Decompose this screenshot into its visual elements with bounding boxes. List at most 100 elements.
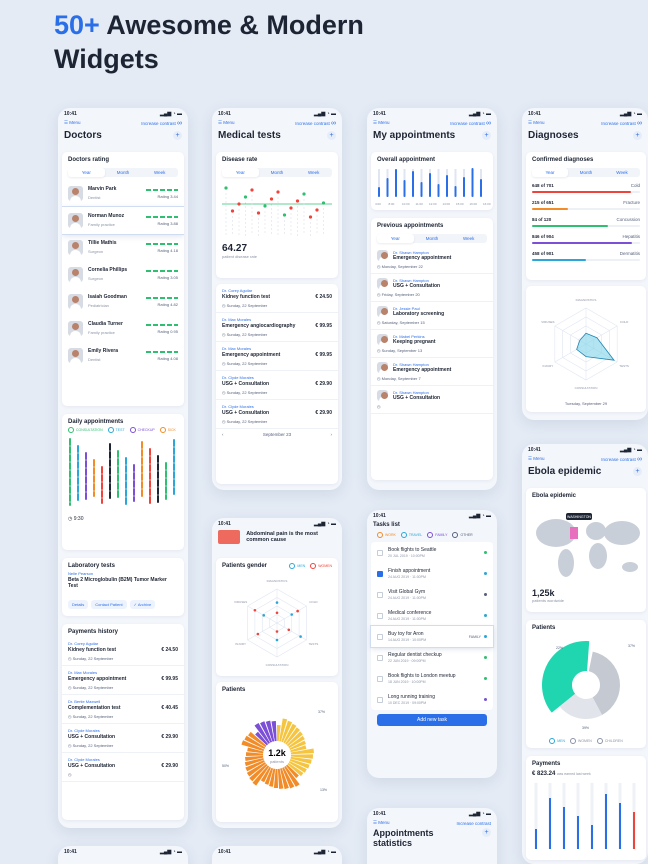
appointment-item[interactable]: Dr. Jessie Paul Laboratory screening ◷ Sat… [371, 302, 493, 330]
add-button[interactable]: + [327, 130, 336, 140]
menu-button[interactable]: ☰ Menu [218, 120, 235, 125]
task-checkbox[interactable] [377, 654, 383, 661]
diagnosis-row[interactable]: 458 of 901 Dermatitis [526, 248, 646, 265]
radar-dot [275, 611, 279, 615]
menu-button[interactable]: ☰ Menu [528, 456, 545, 461]
list-item[interactable]: Dr. Max Morales Emergency appointment € 99… [62, 666, 184, 695]
task-item[interactable]: Book flights to London meetup 18 JUN 2019… [371, 668, 493, 689]
add-button[interactable]: + [482, 828, 491, 837]
diagnosis-row[interactable]: 215 of 651 Fracture [526, 197, 646, 214]
item-amount: € 29.90 [315, 381, 332, 387]
doctor-row[interactable]: Isaiah Goodman Pediatrician Rating 4.82 [62, 288, 184, 315]
list-item[interactable]: Dr. Corey Aguilar Kidney function test € 2… [62, 637, 184, 666]
task-checkbox[interactable] [377, 612, 383, 619]
item-title: USG + Consultation [68, 763, 116, 769]
contrast-button[interactable]: Increase contrast [456, 820, 491, 826]
archive-button[interactable]: ✓ Archive [129, 600, 156, 609]
list-item[interactable]: Dr. Clyde Morales USG + Consultation € 29.… [62, 753, 184, 782]
period-week[interactable]: Week [616, 170, 628, 175]
task-item[interactable]: Book flights to Seattle 20 JUL 2019 · 10:… [371, 542, 493, 563]
prev-icon[interactable]: ‹ [222, 432, 224, 437]
task-checkbox[interactable] [377, 570, 383, 577]
period-week[interactable]: Week [307, 170, 320, 175]
add-task-button[interactable]: Add new task [377, 714, 487, 726]
top-bar: ☰ Menu Increase contrast ∞ [58, 118, 188, 128]
period-month[interactable]: Month [425, 236, 439, 241]
donut-segment [249, 763, 268, 782]
task-checkbox[interactable] [377, 549, 383, 556]
donut-segment [290, 748, 314, 755]
donut-segment [290, 745, 307, 753]
diagnosis-row[interactable]: 84 of 120 Concussion [526, 214, 646, 231]
contact-button[interactable]: Contact Patient [91, 600, 127, 609]
appointment-item[interactable]: Dr. Shawn Hampton Emergency appointment ◷ … [371, 358, 493, 386]
add-button[interactable]: + [633, 466, 642, 476]
doctor-row[interactable]: Cornelia Phillips Surgeon Rating 3.05 [62, 261, 184, 288]
period-month[interactable]: Month [579, 170, 593, 175]
page-title: Ebola epidemic [528, 465, 602, 477]
period-month[interactable]: Month [270, 170, 284, 175]
task-item[interactable]: Long running training 10 DEC 2019 · 09:00… [371, 689, 493, 710]
list-item[interactable]: Dr. Max Morales Emergency angiocardiograp… [216, 313, 338, 342]
doctor-row[interactable]: Tillie Mathis Surgeon Rating 4.18 [62, 234, 184, 261]
task-item[interactable]: Finish appointment 24 AUG 2019 · 11:00PM [371, 563, 493, 584]
avatar [68, 186, 83, 201]
contrast-button[interactable]: Increase contrast ∞ [601, 455, 642, 463]
glasses-icon: ∞ [177, 119, 182, 127]
appointment-item[interactable]: Dr. Shawn Hampton USG + Consultation ◷ [371, 386, 493, 414]
disease-dot [269, 197, 274, 201]
list-item[interactable]: Dr. Bertie Maxwell Complementation test € … [62, 695, 184, 724]
task-checkbox[interactable] [377, 633, 383, 640]
period-year[interactable]: Year [222, 168, 259, 177]
contrast-button[interactable]: Increase contrast ∞ [450, 119, 491, 127]
task-item[interactable]: Buy toy for Aron 14 AUG 2019 · 10:00PM FAM… [371, 626, 493, 647]
task-item[interactable]: Medical conference 24 AUG 2019 · 11:00PM [371, 605, 493, 626]
add-button[interactable]: + [173, 130, 182, 140]
next-icon[interactable]: › [330, 432, 333, 437]
task-checkbox[interactable] [377, 675, 383, 682]
menu-button[interactable]: ☰ Menu [373, 120, 390, 125]
period-week[interactable]: Week [153, 170, 166, 175]
contrast-button[interactable]: Increase contrast ∞ [601, 119, 642, 127]
doctor-name: Tillie Mathis [88, 240, 117, 246]
period-year[interactable]: Year [68, 168, 105, 177]
menu-button[interactable]: ☰ Menu [373, 820, 390, 825]
menu-button[interactable]: ☰ Menu [64, 120, 81, 125]
doctor-row[interactable]: Marvin Park Dentist Rating 3.44 [62, 180, 184, 207]
doctor-row[interactable]: Norman Munoz Family practice Rating 3.88 [62, 207, 184, 234]
list-item[interactable]: Dr. Corey Aguilar Kidney function test € 2… [216, 284, 338, 313]
add-button[interactable]: + [633, 130, 642, 140]
donut-segment [245, 760, 265, 772]
contrast-button[interactable]: Increase contrast ∞ [295, 119, 336, 127]
doctor-row[interactable]: Emily Rivera Dentist Rating 4.08 [62, 342, 184, 369]
radar-dot [256, 632, 260, 636]
task-item[interactable]: Visit Global Gym 24 AUG 2019 · 11:00PM [371, 584, 493, 605]
highlighted-region[interactable] [570, 527, 578, 539]
list-item[interactable]: Dr. Max Morales Emergency appointment € 99… [216, 342, 338, 371]
list-item[interactable]: Dr. Clyde Morales USG + Consultation € 29.… [62, 724, 184, 753]
period-year[interactable]: Year [377, 234, 414, 243]
contrast-button[interactable]: Increase contrast ∞ [141, 119, 182, 127]
period-month[interactable]: Month [116, 170, 130, 175]
doctor-row[interactable]: Claudia Turner Family practice Rating 0.95 [62, 315, 184, 342]
add-button[interactable]: + [482, 130, 491, 140]
disease-dot [321, 201, 326, 205]
menu-button[interactable]: ☰ Menu [528, 120, 545, 125]
list-item[interactable]: Dr. Clyde Morales USG + Consultation € 29.… [216, 400, 338, 429]
list-item[interactable]: Dr. Clyde Morales USG + Consultation € 29.… [216, 371, 338, 400]
diagnosis-row[interactable]: 846 of 904 Hepatitis [526, 231, 646, 248]
radar-label: INJURY [543, 364, 554, 368]
appointment-item[interactable]: Dr. Mabel Perkins Keeping pregnant ◷ Sunda… [371, 330, 493, 358]
task-item[interactable]: Regular dentist checkup 22 JUN 2019 · 09:… [371, 647, 493, 668]
appointment-item[interactable]: Dr. Shawn Hampton Emergency appointment ◷ … [371, 246, 493, 274]
doctor-link: Dr. Max Morales [222, 317, 252, 322]
item-date: ◷ Sunday, 22 September [222, 419, 268, 424]
period-week[interactable]: Week [462, 236, 475, 241]
task-checkbox[interactable] [377, 591, 383, 598]
task-checkbox[interactable] [377, 696, 383, 703]
diagnosis-row[interactable]: 648 of 701 Cold [526, 180, 646, 197]
details-button[interactable]: Details [68, 600, 89, 609]
page-title: My appointments [373, 129, 456, 141]
appointment-item[interactable]: Dr. Shawn Hampton USG + Consultation ◷ Fri… [371, 274, 493, 302]
period-year[interactable]: Year [532, 168, 568, 177]
